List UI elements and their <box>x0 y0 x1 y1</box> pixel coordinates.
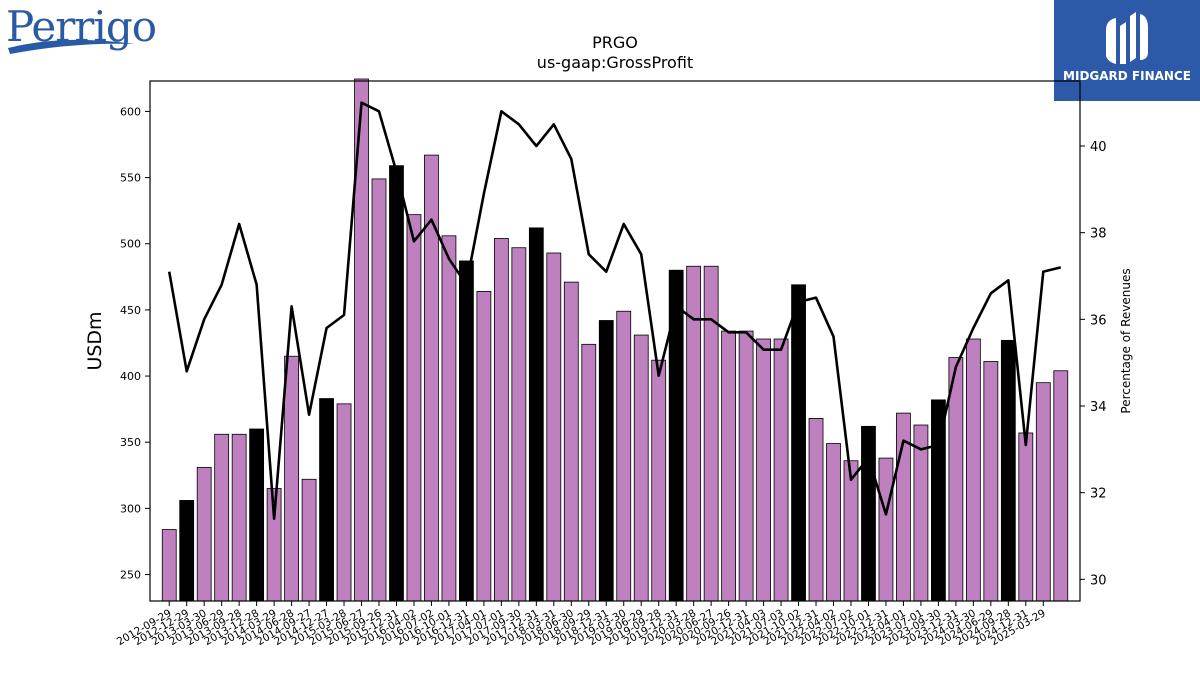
bar-7 <box>284 355 299 602</box>
bar-37 <box>808 417 824 602</box>
y2-tick-label-34: 34 <box>1090 400 1107 415</box>
y2-tick-label-30: 30 <box>1090 573 1107 588</box>
y-tick-label-350: 350 <box>120 436 141 449</box>
y2-tick-label-36: 36 <box>1090 313 1107 328</box>
bar-0 <box>161 529 177 602</box>
bar-20 <box>511 247 527 602</box>
bar-4 <box>231 433 247 602</box>
y2-tick-label-32: 32 <box>1090 487 1107 502</box>
midgard-mark-icon <box>1106 12 1148 64</box>
bar-39 <box>843 460 859 602</box>
y-tick-label-500: 500 <box>120 238 141 251</box>
y-tick-label-300: 300 <box>120 502 141 515</box>
y-tick-label-250: 250 <box>120 569 141 582</box>
bar-27 <box>633 334 649 602</box>
bar-48 <box>1000 339 1016 602</box>
bar-38 <box>826 443 841 602</box>
bar-9 <box>319 398 334 602</box>
bar-18 <box>476 290 492 602</box>
y-tick-label-550: 550 <box>120 172 141 185</box>
bar-13 <box>389 165 404 602</box>
y2-tick-label-38: 38 <box>1090 227 1107 242</box>
perrigo-swoosh-icon <box>8 39 134 54</box>
plot-frame <box>149 80 1081 602</box>
bar-16 <box>441 235 457 602</box>
bar-36 <box>791 284 806 602</box>
bar-19 <box>493 238 509 602</box>
bar-31 <box>703 265 719 602</box>
y-tick-label-450: 450 <box>120 304 141 317</box>
bar-47 <box>983 361 999 602</box>
bar-29 <box>668 269 684 602</box>
bar-24 <box>581 343 597 602</box>
y2-tick-label-40: 40 <box>1090 140 1107 155</box>
y2-axis-label: Percentage of Revenues <box>1119 268 1133 413</box>
y-tick-label-600: 600 <box>120 105 141 118</box>
bar-44 <box>931 399 946 602</box>
bar-33 <box>738 330 754 602</box>
midgard-brand-label: MIDGARD FINANCE <box>1063 69 1191 83</box>
bar-22 <box>546 252 562 602</box>
perrigo-logo: Perrigo <box>4 2 157 56</box>
bar-10 <box>336 403 352 602</box>
bar-40 <box>861 425 876 602</box>
bar-25 <box>598 320 614 602</box>
y-tick-label-400: 400 <box>120 370 141 383</box>
chart-title: PRGO <box>592 33 638 52</box>
chart-subtitle: us-gaap:GrossProfit <box>537 53 693 72</box>
bar-23 <box>563 281 579 602</box>
bar-32 <box>721 330 737 602</box>
bar-17 <box>459 260 474 602</box>
bar-14 <box>406 214 422 602</box>
bar-21 <box>528 227 544 602</box>
bar-35 <box>773 338 789 602</box>
bar-5 <box>249 428 265 602</box>
bar-2 <box>196 466 212 602</box>
y-axis-label: USDm <box>84 311 106 370</box>
bar-12 <box>371 178 387 602</box>
bar-8 <box>301 478 317 602</box>
bar-51 <box>1053 370 1069 602</box>
percentage-line <box>167 101 1062 520</box>
bar-49 <box>1018 432 1034 602</box>
bar-41 <box>878 457 894 602</box>
bar-34 <box>756 338 771 602</box>
bar-26 <box>616 310 632 602</box>
bar-3 <box>214 433 230 602</box>
bar-46 <box>965 338 981 602</box>
bar-50 <box>1035 382 1051 602</box>
midgard-finance-logo: MIDGARD FINANCE <box>1054 0 1200 101</box>
bar-43 <box>913 424 929 602</box>
bar-1 <box>179 500 195 602</box>
bar-28 <box>651 359 667 602</box>
